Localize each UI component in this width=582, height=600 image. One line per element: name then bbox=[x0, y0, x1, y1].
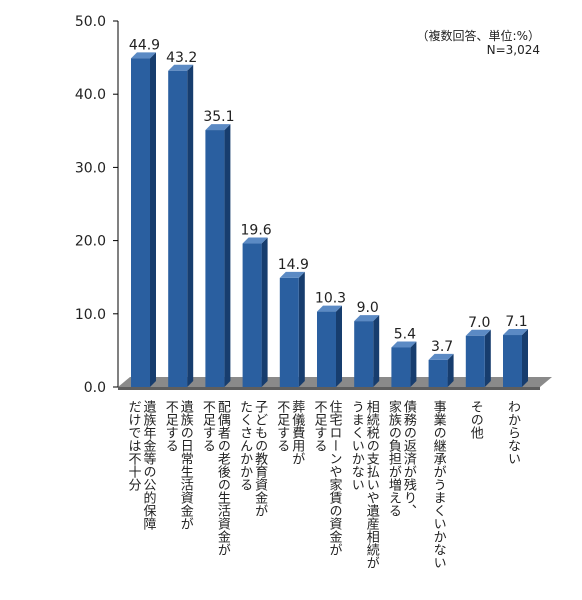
chart-note-unit: （複数回答、単位:%） bbox=[417, 28, 540, 43]
bar bbox=[131, 52, 156, 387]
bar-top bbox=[279, 271, 305, 278]
bar bbox=[354, 315, 380, 387]
category-label-line: 不足する bbox=[200, 400, 216, 452]
category-label-line: 不足する bbox=[274, 400, 290, 452]
category-label-line: 遺族の日常生活資金が bbox=[178, 400, 194, 530]
category-label-line: その他 bbox=[468, 400, 484, 440]
y-tick-label: 40.0 bbox=[75, 87, 106, 103]
category-label-line: 債務の返済が残り、 bbox=[401, 400, 417, 517]
bar-top bbox=[168, 64, 194, 71]
bar-front bbox=[168, 70, 188, 387]
category-label-line: わからない bbox=[505, 400, 521, 465]
data-label: 9.0 bbox=[357, 300, 379, 316]
category-label-line: だけでは不十分 bbox=[126, 400, 142, 492]
data-label: 44.9 bbox=[129, 37, 160, 53]
y-tick-label: 0.0 bbox=[84, 380, 106, 396]
category-label-line: 不足する bbox=[163, 400, 179, 452]
bar-top bbox=[391, 341, 417, 348]
category-label: わからない bbox=[505, 400, 521, 465]
bar-top bbox=[465, 329, 491, 336]
bar-front bbox=[503, 335, 522, 387]
bar-top bbox=[354, 315, 380, 322]
bar bbox=[205, 124, 231, 388]
data-label: 14.9 bbox=[278, 257, 309, 273]
bar-side bbox=[224, 124, 231, 388]
bar-top bbox=[428, 353, 454, 360]
bar-side bbox=[373, 315, 380, 387]
bar bbox=[317, 305, 342, 387]
bar bbox=[168, 64, 194, 387]
bar-top bbox=[131, 52, 156, 59]
category-label-line: 葬儀費用が bbox=[289, 400, 305, 465]
category-label-line: 事業の継承がうまくいかない bbox=[431, 400, 447, 569]
y-tick-label: 10.0 bbox=[75, 307, 106, 323]
bar-top bbox=[503, 329, 528, 336]
bar-side bbox=[261, 237, 268, 387]
data-label: 3.7 bbox=[431, 339, 453, 355]
bar-side bbox=[484, 329, 491, 387]
bar bbox=[428, 353, 454, 387]
data-label: 7.0 bbox=[468, 315, 490, 331]
y-axis: 0.0 10.0 20.0 30.0 40.0 50.0 bbox=[75, 14, 119, 396]
data-label: 19.6 bbox=[241, 223, 272, 239]
y-tick-label: 30.0 bbox=[75, 160, 106, 176]
category-label-line: 子どもの教育資金が bbox=[252, 400, 268, 517]
bar bbox=[279, 271, 305, 387]
bar-front bbox=[354, 321, 374, 387]
data-label: 7.1 bbox=[505, 314, 527, 330]
bar-series bbox=[131, 52, 528, 388]
category-label: その他 bbox=[468, 400, 484, 440]
category-label-line: たくさんかかる bbox=[237, 400, 252, 491]
data-label: 35.1 bbox=[203, 109, 234, 125]
y-tick-label: 20.0 bbox=[75, 234, 106, 250]
category-label-line: 相続税の支払いや遺産相続が bbox=[364, 400, 380, 569]
bar-front bbox=[242, 243, 262, 387]
bar-front bbox=[279, 277, 299, 387]
category-label-line: 配偶者の老後の生活資金が bbox=[215, 400, 231, 556]
bar-side bbox=[150, 52, 156, 387]
category-label-line: 遺族年金等の公的保障 bbox=[141, 400, 157, 530]
bar-side bbox=[187, 64, 194, 387]
bar-front bbox=[131, 58, 150, 387]
bar-top bbox=[205, 124, 231, 131]
bar-side bbox=[410, 341, 417, 387]
bar-front bbox=[428, 359, 448, 387]
bar-top bbox=[242, 237, 268, 244]
bar-side bbox=[447, 353, 454, 387]
chart-floor-edge bbox=[118, 387, 540, 390]
bar-front bbox=[205, 130, 225, 387]
data-label: 5.4 bbox=[394, 326, 416, 342]
bar-side bbox=[522, 329, 528, 387]
category-label-line: うまくいかない bbox=[349, 400, 364, 491]
category-label-line: 家族の負担が増える bbox=[386, 399, 402, 517]
y-tick-label: 50.0 bbox=[75, 14, 106, 30]
bar-side bbox=[336, 305, 342, 387]
bar bbox=[503, 329, 528, 387]
bar-top bbox=[317, 305, 342, 312]
data-labels: 44.9 43.2 35.1 19.6 14.9 10.3 9.0 5.4 3.7 7.0 7.1 bbox=[129, 37, 528, 355]
data-label: 43.2 bbox=[166, 50, 197, 66]
chart-note-sample-size: N=3,024 bbox=[487, 43, 540, 57]
data-label: 10.3 bbox=[315, 291, 346, 307]
category-label: 事業の継承がうまくいかない bbox=[431, 400, 447, 569]
category-label-line: 住宅ローンや家賃の資金が bbox=[327, 400, 343, 556]
bar-side bbox=[298, 271, 305, 387]
bar bbox=[391, 341, 417, 387]
category-label: 債務の返済が残り、家族の負担が増える bbox=[386, 399, 417, 517]
bar-front bbox=[391, 347, 411, 387]
bar-front bbox=[317, 311, 336, 387]
category-label-line: 不足する bbox=[312, 400, 328, 452]
bar-front bbox=[465, 335, 485, 387]
bar bbox=[242, 237, 268, 387]
bar bbox=[465, 329, 491, 387]
